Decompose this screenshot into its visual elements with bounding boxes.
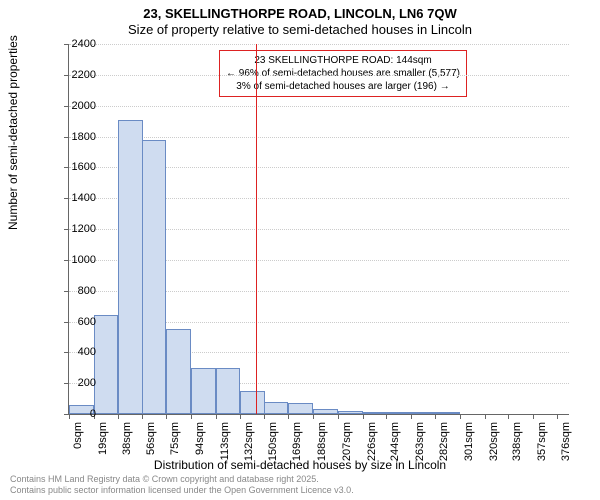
histogram-bar (142, 140, 167, 414)
xtick-mark (191, 414, 192, 419)
xtick-mark (460, 414, 461, 419)
ytick-label: 1000 (36, 254, 96, 266)
chart-subtitle: Size of property relative to semi-detach… (0, 22, 600, 37)
histogram-bar (94, 315, 119, 414)
xtick-label: 207sqm (341, 422, 353, 461)
chart-title: 23, SKELLINGTHORPE ROAD, LINCOLN, LN6 7Q… (0, 6, 600, 21)
xtick-label: 19sqm (97, 422, 109, 455)
xtick-mark (386, 414, 387, 419)
xtick-label: 301sqm (463, 422, 475, 461)
marker-line (256, 44, 257, 414)
annotation-line3: 3% of semi-detached houses are larger (1… (226, 80, 460, 93)
xtick-mark (338, 414, 339, 419)
xtick-mark (118, 414, 119, 419)
xtick-mark (508, 414, 509, 419)
xtick-label: 320sqm (488, 422, 500, 461)
ytick-label: 1400 (36, 192, 96, 204)
xtick-label: 94sqm (194, 422, 206, 455)
footer-line1: Contains HM Land Registry data © Crown c… (10, 474, 354, 485)
xtick-label: 132sqm (243, 422, 255, 461)
ytick-label: 1600 (36, 161, 96, 173)
footer-line2: Contains public sector information licen… (10, 485, 354, 496)
xtick-label: 188sqm (316, 422, 328, 461)
chart-container: 23, SKELLINGTHORPE ROAD, LINCOLN, LN6 7Q… (0, 0, 600, 500)
ytick-label: 1800 (36, 131, 96, 143)
histogram-bar (191, 368, 216, 414)
histogram-bar (435, 412, 460, 414)
annotation-line1: 23 SKELLINGTHORPE ROAD: 144sqm (226, 54, 460, 67)
ytick-label: 2400 (36, 38, 96, 50)
xtick-label: 376sqm (560, 422, 572, 461)
xtick-mark (411, 414, 412, 419)
xtick-label: 150sqm (267, 422, 279, 461)
histogram-bar (338, 411, 363, 414)
xtick-mark (288, 414, 289, 419)
xtick-mark (533, 414, 534, 419)
xtick-label: 0sqm (72, 422, 84, 449)
xtick-label: 169sqm (291, 422, 303, 461)
xtick-mark (166, 414, 167, 419)
xtick-label: 357sqm (536, 422, 548, 461)
xtick-mark (557, 414, 558, 419)
xtick-label: 338sqm (511, 422, 523, 461)
xtick-label: 56sqm (145, 422, 157, 455)
xtick-mark (142, 414, 143, 419)
xtick-label: 244sqm (389, 422, 401, 461)
ytick-label: 600 (36, 316, 96, 328)
xtick-label: 226sqm (366, 422, 378, 461)
histogram-bar (216, 368, 241, 414)
ytick-label: 800 (36, 285, 96, 297)
histogram-bar (166, 329, 191, 414)
histogram-bar (240, 391, 265, 414)
histogram-bar (363, 412, 388, 414)
gridline (69, 137, 569, 138)
histogram-bar (118, 120, 143, 414)
xtick-label: 38sqm (121, 422, 133, 455)
gridline (69, 75, 569, 76)
plot-area: 23 SKELLINGTHORPE ROAD: 144sqm ← 96% of … (68, 44, 569, 415)
xtick-label: 282sqm (438, 422, 450, 461)
xtick-mark (435, 414, 436, 419)
annotation-line2: ← 96% of semi-detached houses are smalle… (226, 67, 460, 80)
y-axis-label: Number of semi-detached properties (6, 35, 20, 230)
xtick-mark (313, 414, 314, 419)
ytick-label: 200 (36, 377, 96, 389)
xtick-label: 263sqm (414, 422, 426, 461)
gridline (69, 106, 569, 107)
xtick-mark (216, 414, 217, 419)
ytick-label: 0 (36, 408, 96, 420)
xtick-mark (264, 414, 265, 419)
ytick-label: 2000 (36, 100, 96, 112)
xtick-mark (485, 414, 486, 419)
footer: Contains HM Land Registry data © Crown c… (10, 474, 354, 497)
histogram-bar (411, 412, 436, 414)
histogram-bar (386, 412, 411, 414)
histogram-bar (313, 409, 338, 414)
xtick-label: 113sqm (219, 422, 231, 460)
histogram-bar (264, 402, 289, 414)
xtick-mark (240, 414, 241, 419)
ytick-label: 1200 (36, 223, 96, 235)
xtick-mark (363, 414, 364, 419)
ytick-label: 2200 (36, 69, 96, 81)
gridline (69, 44, 569, 45)
xtick-label: 75sqm (169, 422, 181, 455)
histogram-bar (288, 403, 313, 414)
ytick-label: 400 (36, 346, 96, 358)
